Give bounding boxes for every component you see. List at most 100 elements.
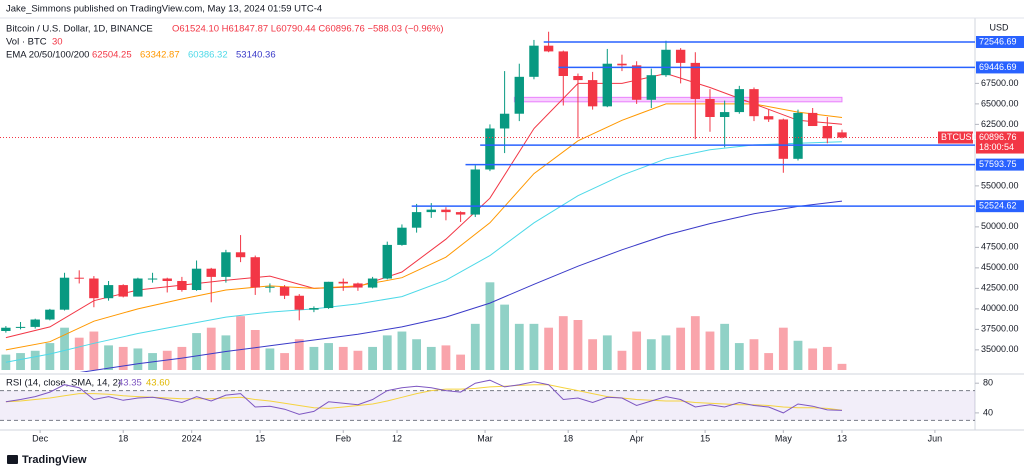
volume-bar bbox=[822, 346, 832, 370]
level-label: 57593.75 bbox=[979, 159, 1017, 169]
volume-bar bbox=[192, 333, 201, 370]
volume-bar bbox=[1, 354, 11, 370]
volume-bar bbox=[353, 350, 363, 370]
candle-body bbox=[822, 126, 833, 139]
candle-body bbox=[426, 209, 436, 213]
volume-bar bbox=[412, 339, 422, 370]
level-label-box bbox=[976, 158, 1024, 171]
candle-body bbox=[587, 80, 598, 107]
candle-body bbox=[177, 280, 187, 291]
volume-bar bbox=[808, 348, 818, 370]
candle-body bbox=[734, 89, 745, 113]
volume-bar bbox=[338, 346, 348, 370]
candle-body bbox=[837, 132, 847, 138]
volume-bar bbox=[588, 339, 598, 370]
candle-body bbox=[15, 326, 26, 328]
ema-line bbox=[5, 141, 843, 363]
candle-body bbox=[455, 212, 466, 215]
volume-bar bbox=[661, 335, 671, 370]
candle-body bbox=[705, 98, 715, 118]
y-tick-label: 67500.00 bbox=[981, 78, 1019, 88]
rsi-tick-label: 80 bbox=[983, 378, 993, 388]
candle-body bbox=[470, 169, 480, 215]
y-tick-label: 37500.00 bbox=[981, 324, 1019, 334]
candle-body bbox=[265, 286, 275, 288]
candle-body bbox=[543, 45, 554, 52]
volume-bar bbox=[632, 331, 642, 370]
volume-value: 30 bbox=[52, 37, 63, 48]
candle-body bbox=[118, 285, 128, 297]
candle-body bbox=[309, 308, 319, 310]
x-tick-label: 18 bbox=[118, 433, 128, 443]
volume-bar bbox=[617, 350, 627, 370]
symbol: Bitcoin / U.S. Dollar, 1D, BINANCE bbox=[6, 24, 153, 35]
candle-body bbox=[499, 113, 510, 129]
candle-body bbox=[191, 268, 202, 291]
level-label: 52524.62 bbox=[979, 201, 1017, 211]
rsi-value: 43.35 bbox=[118, 378, 142, 389]
x-tick-label: Mar bbox=[477, 433, 493, 443]
volume-bar bbox=[676, 327, 686, 370]
candle-body bbox=[133, 278, 143, 297]
x-tick-label: May bbox=[775, 433, 793, 443]
candle-body bbox=[294, 295, 304, 310]
candle-body bbox=[529, 45, 539, 77]
y-tick-label: 45000.00 bbox=[981, 262, 1019, 272]
volume-bar bbox=[250, 330, 260, 370]
ema-line bbox=[79, 200, 843, 372]
candle-body bbox=[323, 281, 334, 309]
price-pane bbox=[1, 31, 847, 372]
rsi-band bbox=[0, 390, 975, 421]
volume-bar bbox=[45, 343, 55, 370]
legend: Bitcoin / U.S. Dollar, 1D, BINANCE O6152… bbox=[6, 24, 444, 389]
candle-body bbox=[485, 128, 495, 170]
candle-body bbox=[30, 319, 40, 327]
candle-body bbox=[602, 63, 612, 107]
rsi-legend: RSI (14, close, SMA, 14, 2) bbox=[6, 378, 121, 389]
x-tick-label: Feb bbox=[335, 433, 351, 443]
level-label-box bbox=[976, 200, 1024, 213]
y-tick-label: 65000.00 bbox=[981, 98, 1019, 108]
candle-body bbox=[514, 76, 524, 114]
price-box bbox=[976, 131, 1024, 154]
volume-bar bbox=[221, 335, 231, 370]
volume-bar bbox=[397, 331, 407, 370]
ema-value: 60386.32 bbox=[188, 50, 228, 61]
candle-body bbox=[793, 112, 803, 159]
volume-bar bbox=[60, 327, 69, 370]
candle-body bbox=[690, 62, 701, 99]
y-tick-label: 47500.00 bbox=[981, 242, 1019, 252]
rsi-sma-line bbox=[5, 384, 843, 411]
y-tick-label: 42500.00 bbox=[981, 283, 1019, 293]
candle-body bbox=[778, 119, 789, 159]
x-tick-label: 18 bbox=[563, 433, 573, 443]
y-tick-label: 55000.00 bbox=[981, 180, 1019, 190]
candle-body bbox=[74, 277, 84, 279]
volume-bar bbox=[456, 354, 466, 370]
symbol-box bbox=[938, 131, 973, 144]
candle-body bbox=[147, 278, 158, 280]
ohlc-values: O61524.10 H61847.87 L60790.44 C60896.76 … bbox=[172, 24, 444, 35]
candle-body bbox=[221, 252, 231, 277]
candle-body bbox=[59, 277, 70, 310]
candle-body bbox=[763, 116, 774, 120]
candle-body bbox=[279, 286, 290, 296]
y-tick-label: 62500.00 bbox=[981, 119, 1019, 129]
volume-bar bbox=[602, 335, 612, 370]
x-tick-label: 15 bbox=[700, 433, 710, 443]
volume-bar bbox=[529, 323, 539, 370]
ema-value: 63342.87 bbox=[140, 50, 180, 61]
volume-bar bbox=[485, 282, 495, 370]
y-tick-label: 35000.00 bbox=[981, 344, 1019, 354]
author-line: Jake_Simmons published on TradingView.co… bbox=[6, 4, 322, 15]
y-tick-label: 50000.00 bbox=[981, 221, 1019, 231]
ema-line bbox=[5, 72, 843, 339]
currency: USD bbox=[989, 22, 1009, 32]
volume-bar bbox=[309, 346, 319, 370]
level-label: 72546.69 bbox=[979, 36, 1017, 46]
zone bbox=[513, 96, 843, 103]
price-label: 60896.76 bbox=[979, 132, 1017, 142]
volume-bar bbox=[470, 323, 480, 370]
volume-bar bbox=[265, 348, 275, 370]
